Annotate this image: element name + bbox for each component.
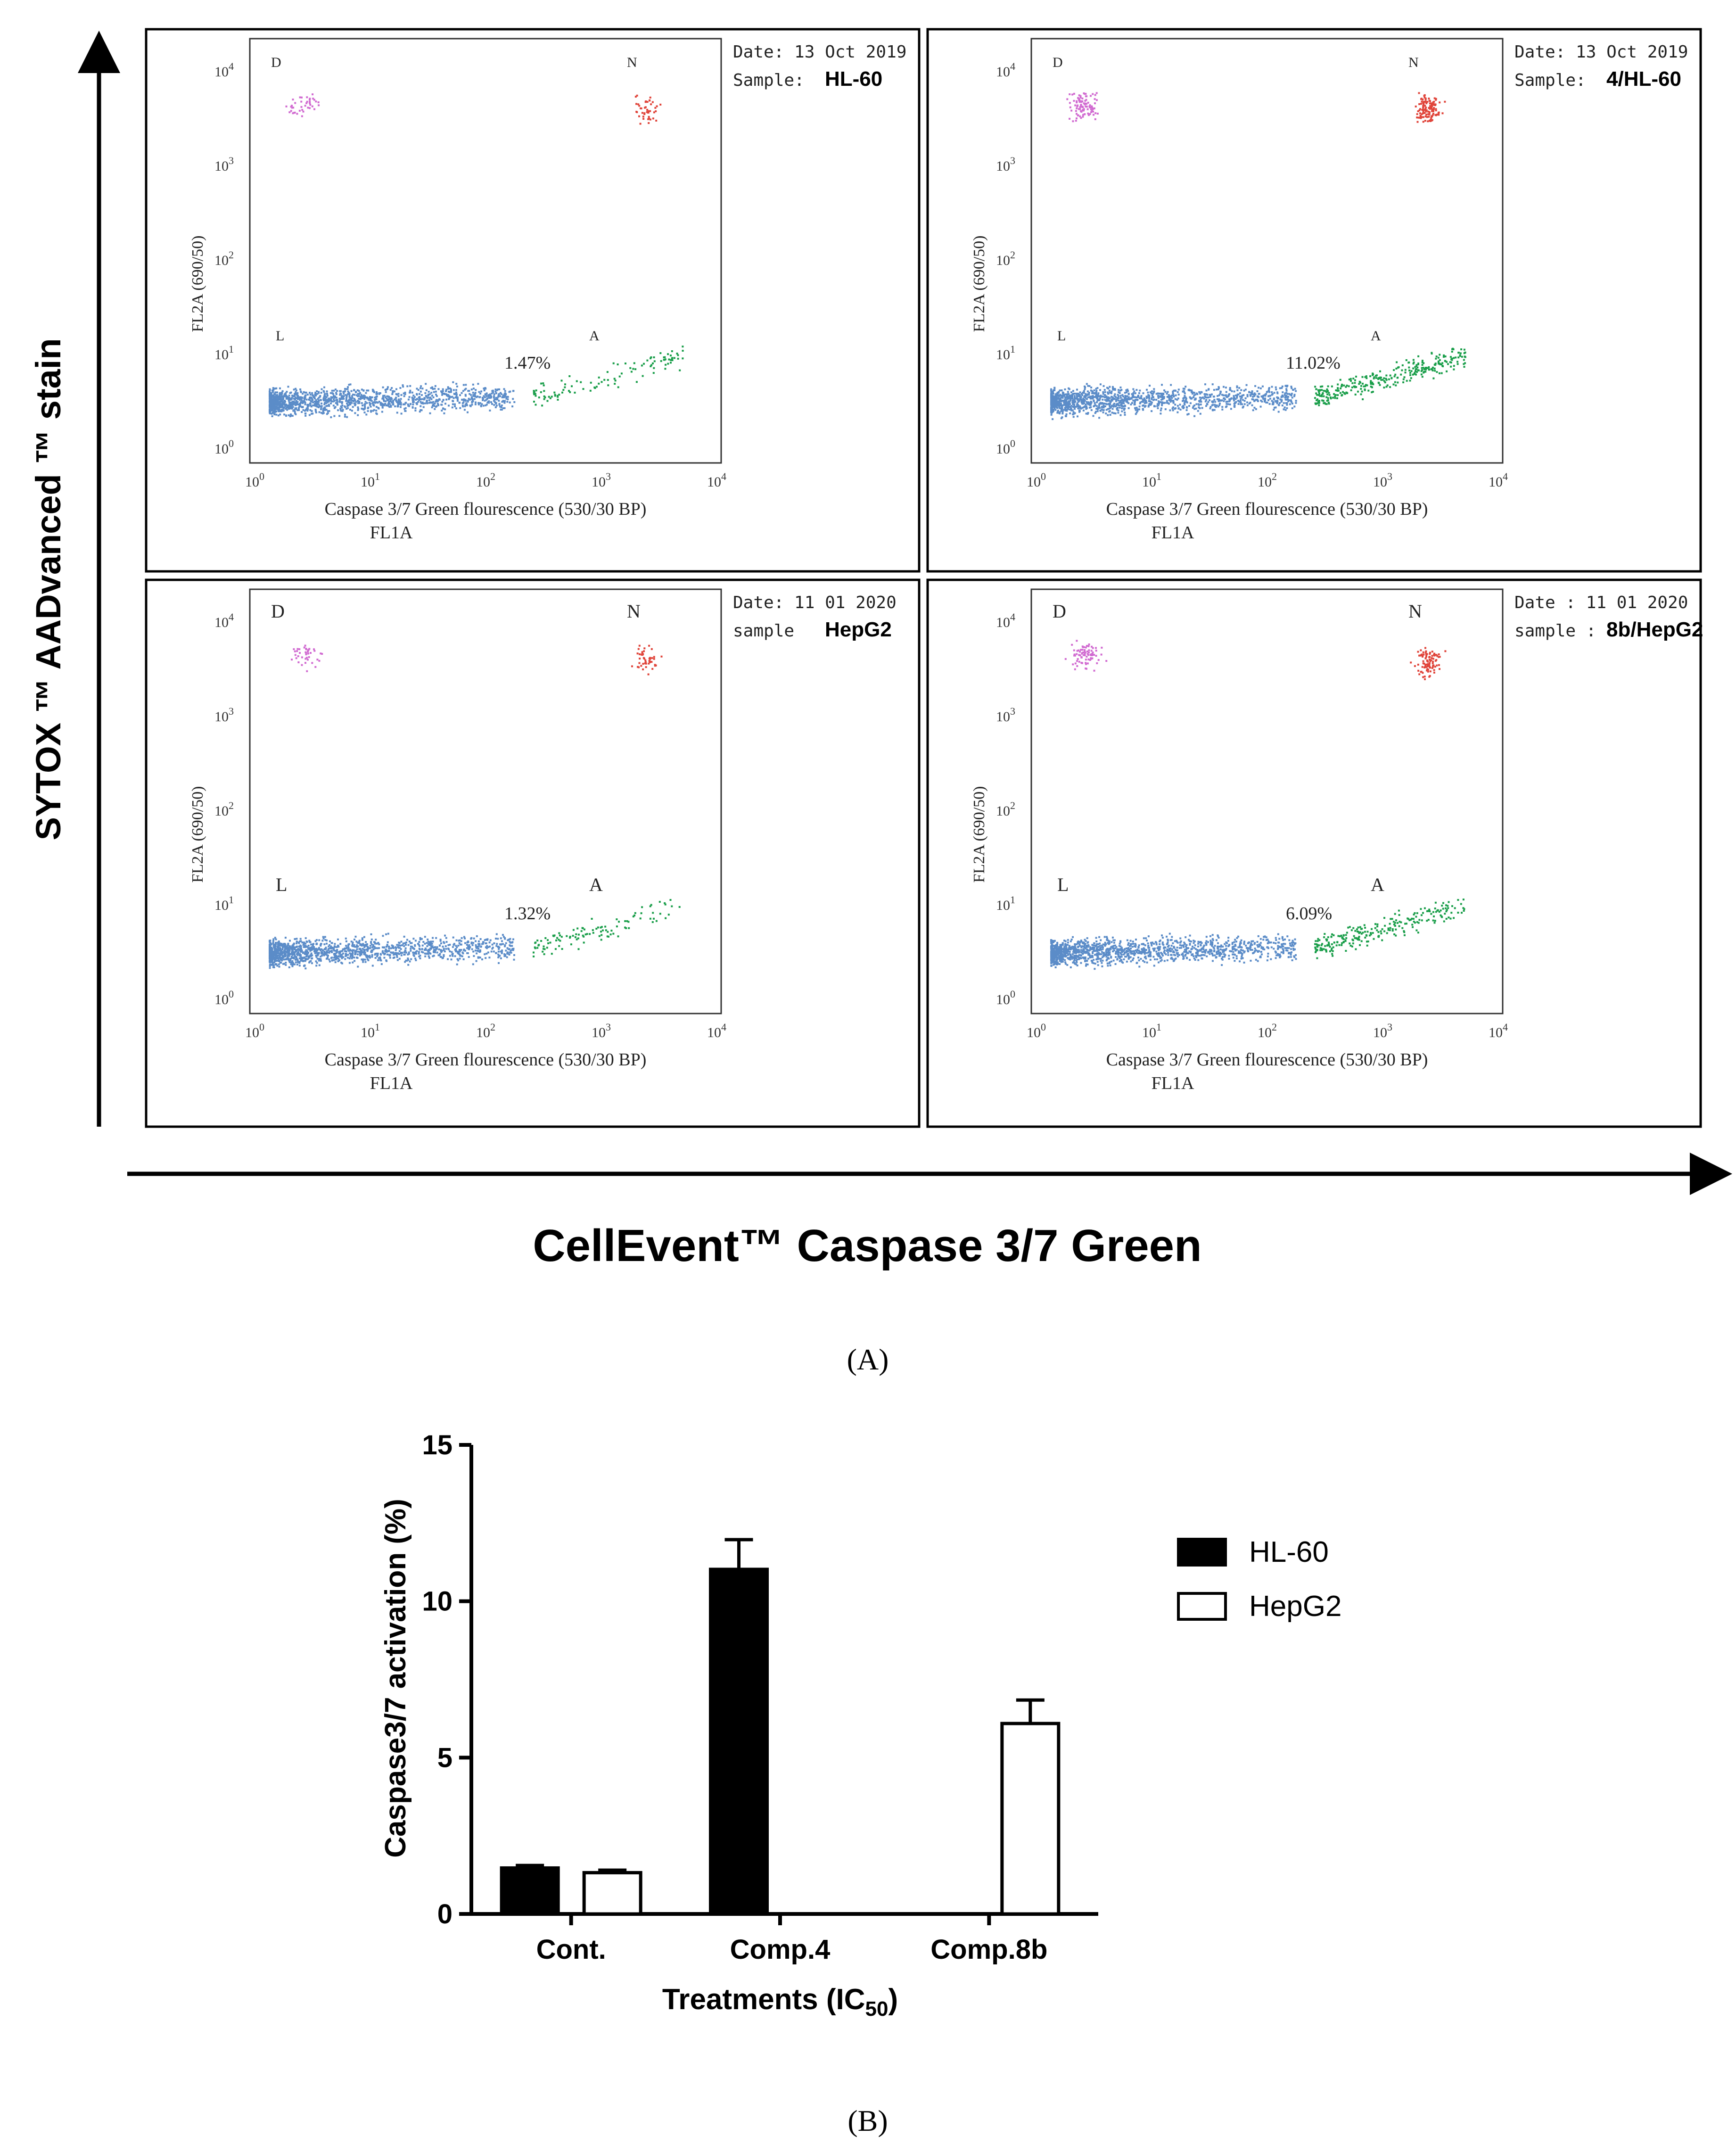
plot-y-label: FL2A (690/50): [189, 236, 206, 332]
quadrant-a: A: [1371, 328, 1381, 344]
panel-frame: [146, 29, 919, 571]
panel-frame: [928, 580, 1701, 1127]
sample-label: Sample:: [733, 71, 805, 90]
date-label: Date : 11 01 2020: [1514, 593, 1688, 612]
quadrant-n: N: [627, 601, 641, 622]
legend-label: HL-60: [1249, 1536, 1329, 1568]
panel-b-label: (B): [847, 2104, 888, 2137]
sample-value: HepG2: [825, 618, 892, 641]
plot-x-label-2: FL1A: [370, 1073, 413, 1093]
plot-x-label-2: FL1A: [370, 523, 413, 543]
date-label: Date: 13 Oct 2019: [1514, 42, 1688, 62]
bar: [711, 1569, 767, 1914]
legend: HL-60 HepG2: [1178, 1536, 1341, 1623]
flow-panel-2: Date: 13 Oct 2019 Sample: 4/HL-60 D N L A 11.02…: [928, 29, 1701, 571]
plot-x-label: Caspase 3/7 Green flourescence (530/30 B…: [1106, 1050, 1428, 1070]
y-axis-label: SYTOX ™ AADvanced ™ stain: [29, 338, 68, 840]
quadrant-d: D: [271, 55, 281, 70]
plot-x-label-2: FL1A: [1152, 1073, 1194, 1093]
panel-frame: [928, 29, 1701, 571]
panel-a-label: (A): [847, 1343, 889, 1376]
x-title-sub: 50: [865, 1997, 889, 2020]
x-tick-label: Comp.8b: [930, 1934, 1047, 1965]
x-ticks: Cont. Comp.4 Comp.8b: [536, 1914, 1048, 1965]
quadrant-l: L: [1057, 874, 1069, 895]
quadrant-a: A: [1371, 874, 1384, 895]
plot-x-label: Caspase 3/7 Green flourescence (530/30 B…: [325, 1050, 647, 1070]
plot-x-label: Caspase 3/7 Green flourescence (530/30 B…: [325, 499, 647, 519]
date-label: Date: 11 01 2020: [733, 593, 897, 612]
flow-panel-4: Date : 11 01 2020 sample : 8b/HepG2 D N L A 6.0…: [928, 580, 1703, 1127]
bar-chart: 0 5 10 15 Cont. Comp.4 Comp.8b Caspase3/7 act…: [379, 1430, 1341, 2020]
quadrant-a: A: [589, 874, 603, 895]
legend-swatch: [1178, 1539, 1226, 1565]
x-tick-label: Comp.4: [730, 1934, 831, 1965]
plot-y-label: FL2A (690/50): [971, 786, 988, 883]
percent-label: 11.02%: [1286, 353, 1341, 373]
legend-label: HepG2: [1249, 1590, 1341, 1623]
y-tick-label: 5: [437, 1742, 453, 1773]
sample-label: Sample:: [1514, 71, 1586, 90]
x-title-end: ): [888, 1983, 898, 2016]
percent-label: 1.32%: [504, 904, 551, 924]
bar: [1002, 1723, 1059, 1914]
quadrant-n: N: [1408, 601, 1422, 622]
plot-y-label: FL2A (690/50): [971, 236, 988, 332]
quadrant-n: N: [627, 55, 637, 70]
panel-b: 0 5 10 15 Cont. Comp.4 Comp.8b Caspase3/7 act…: [379, 1430, 1341, 2137]
x-tick-label: Cont.: [536, 1934, 606, 1965]
y-tick-label: 0: [437, 1899, 453, 1930]
x-axis-label: CellEvent™ Caspase 3/7 Green: [533, 1220, 1201, 1271]
bar: [502, 1868, 558, 1914]
y-tick-label: 15: [422, 1430, 453, 1460]
x-axis-title: Treatments (IC50): [662, 1983, 898, 2020]
legend-swatch: [1178, 1593, 1226, 1619]
date-label: Date: 13 Oct 2019: [733, 42, 906, 62]
sample-label: sample :: [1514, 621, 1596, 641]
quadrant-l: L: [1057, 328, 1066, 344]
quadrant-a: A: [589, 328, 600, 344]
quadrant-d: D: [1053, 55, 1063, 70]
panel-frame: [146, 580, 919, 1127]
quadrant-d: D: [1053, 601, 1066, 622]
sample-label: sample: [733, 621, 794, 641]
sample-value: 4/HL-60: [1606, 67, 1681, 91]
plot-x-label: Caspase 3/7 Green flourescence (530/30 B…: [1106, 499, 1428, 519]
percent-label: 6.09%: [1286, 904, 1332, 924]
quadrant-d: D: [271, 601, 285, 622]
percent-label: 1.47%: [504, 353, 551, 373]
quadrant-n: N: [1408, 55, 1419, 70]
sample-value: 8b/HepG2: [1606, 618, 1703, 641]
quadrant-l: L: [276, 874, 287, 895]
x-title-main: Treatments (IC: [662, 1983, 865, 2016]
quadrant-l: L: [276, 328, 284, 344]
sample-value: HL-60: [825, 67, 882, 91]
bars: [502, 1540, 1059, 1914]
plot-y-label: FL2A (690/50): [189, 786, 206, 883]
y-axis-title: Caspase3/7 activation (%): [379, 1499, 412, 1858]
y-tick-label: 10: [422, 1586, 453, 1617]
y-ticks: 0 5 10 15: [422, 1430, 471, 1930]
bar: [584, 1872, 641, 1914]
plot-x-label-2: FL1A: [1152, 523, 1194, 543]
panel-a: SYTOX ™ AADvanced ™ stain CellEvent™ Cas…: [29, 29, 1711, 1376]
